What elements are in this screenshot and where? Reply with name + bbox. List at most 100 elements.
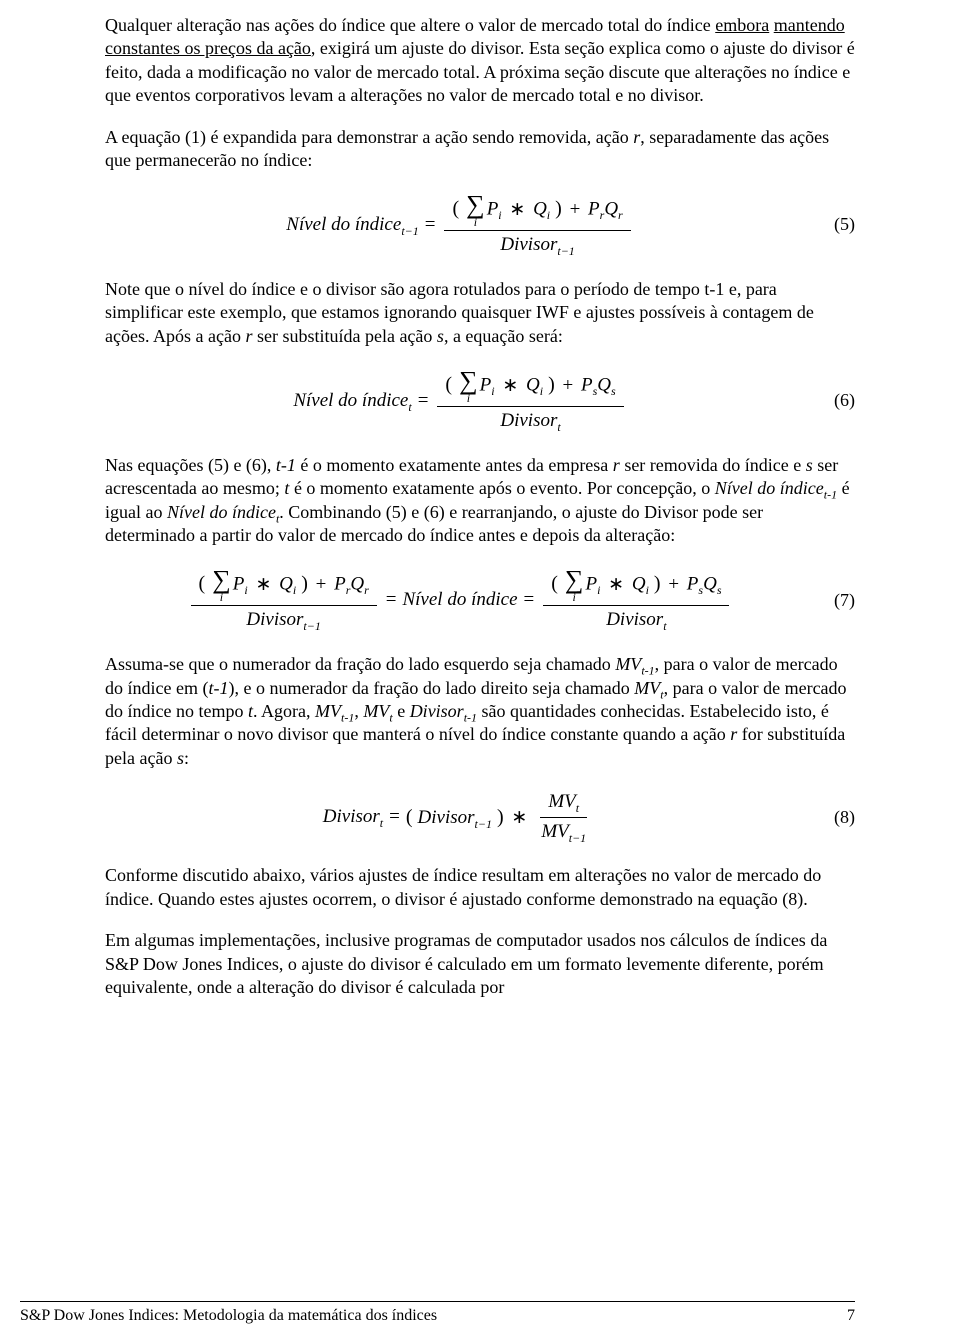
var-t-1: t-1 <box>276 455 296 475</box>
var-s: s <box>806 455 813 475</box>
equation-5-row: Nível do índicet−1 = ( ∑iPi ∗ Qi ) + PrQ… <box>105 190 855 260</box>
var-MV: MV <box>541 821 568 842</box>
eq6-lhs: Nível do índice <box>293 390 408 411</box>
var-Divisor: Divisor <box>418 807 475 828</box>
text: Qualquer alteração nas ações do índice q… <box>105 15 715 35</box>
eq8-lhs: Divisor <box>323 806 380 827</box>
sub-t-1: t−1 <box>475 817 492 831</box>
paragraph-5: Assuma-se que o numerador da fração do l… <box>105 653 855 770</box>
page: Qualquer alteração nas ações do índice q… <box>0 0 960 1335</box>
sub-t-1: t−1 <box>303 619 320 633</box>
equation-7: ( ∑iPi ∗ Qi ) + PrQr Divisort−1 = Nível … <box>188 565 733 635</box>
nivel-do-indice: Nível do índice <box>167 502 276 522</box>
times-op: ∗ <box>251 574 276 595</box>
text: : <box>184 748 189 768</box>
plus-op: + <box>311 574 331 595</box>
eq7-left-fraction: ( ∑iPi ∗ Qi ) + PrQr Divisort−1 <box>191 565 377 635</box>
var-P: P <box>480 375 492 396</box>
eq7-right-fraction: ( ∑iPi ∗ Qi ) + PsQs Divisort <box>543 565 729 635</box>
plus-op: + <box>558 375 578 396</box>
var-P: P <box>585 574 597 595</box>
text: ), e o numerador da fração do lado direi… <box>228 678 634 698</box>
var-Pr: P <box>588 199 600 220</box>
sigma-icon: ∑i <box>565 567 584 603</box>
var-Qs: Q <box>703 574 717 595</box>
sub-i: i <box>244 584 247 598</box>
eq7-mid: Nível do índice <box>402 588 517 613</box>
text: , <box>354 701 363 721</box>
var-MV: MV <box>548 791 575 812</box>
footer-text: S&P Dow Jones Indices: Metodologia da ma… <box>20 1306 437 1327</box>
text: , a equação será: <box>444 326 563 346</box>
plus-op: + <box>664 574 684 595</box>
var-P: P <box>487 199 499 220</box>
open-paren: ( <box>452 198 464 220</box>
equals-sign: = <box>418 389 429 414</box>
sub-i: i <box>491 384 494 398</box>
text: e <box>393 701 410 721</box>
text: Assuma-se que o numerador da fração do l… <box>105 654 615 674</box>
times-op: ∗ <box>603 574 628 595</box>
var-r: r <box>613 455 620 475</box>
paragraph-6: Conforme discutido abaixo, vários ajuste… <box>105 864 855 911</box>
var-Q: Q <box>533 199 547 220</box>
sub-t-1: t-1 <box>641 664 654 678</box>
sub-r: r <box>364 584 369 598</box>
text: A equação (1) é expandida para demonstra… <box>105 127 633 147</box>
var-t-1: t-1 <box>208 678 228 698</box>
var-s: s <box>437 326 444 346</box>
equals-sign: = <box>389 805 400 830</box>
open-paren: ( <box>406 806 418 828</box>
sub-t-1: t-1 <box>464 711 477 725</box>
times-op: ∗ <box>505 199 530 220</box>
var-Ps: P <box>581 375 593 396</box>
var-MV: MV <box>615 654 641 674</box>
sigma-icon: ∑i <box>466 192 485 228</box>
text: é o momento exatamente antes da empresa <box>296 455 613 475</box>
text: . Agora, <box>253 701 315 721</box>
plus-op: + <box>565 199 585 220</box>
equals-sign: = <box>524 588 535 613</box>
text: Nas equações (5) e (6), <box>105 455 276 475</box>
var-Q: Q <box>279 574 293 595</box>
equation-number-8: (8) <box>815 806 855 829</box>
equation-5: Nível do índicet−1 = ( ∑iPi ∗ Qi ) + PrQ… <box>286 190 633 260</box>
paragraph-2: A equação (1) é expandida para demonstra… <box>105 126 855 173</box>
close-paren: ) <box>649 573 661 595</box>
close-paren: ) <box>543 374 555 396</box>
var-Q: Q <box>526 375 540 396</box>
text: ser substituída pela ação <box>252 326 436 346</box>
sub-s: s <box>611 384 616 398</box>
open-paren: ( <box>199 573 211 595</box>
equation-6-row: Nível do índicet = ( ∑iPi ∗ Qi ) + PsQs … <box>105 366 855 436</box>
sub-t-1: t−1 <box>569 831 586 845</box>
equation-8: Divisort = ( Divisort−1 ) ∗ MVt MVt−1 <box>323 788 597 846</box>
eq7-right-den: Divisor <box>606 609 663 630</box>
var-Q: Q <box>632 574 646 595</box>
sub-t: t <box>576 801 579 815</box>
text-underlined: embora <box>715 15 769 35</box>
close-paren: ) <box>550 198 562 220</box>
equals-sign: = <box>386 588 397 613</box>
sub-t: t <box>380 816 383 830</box>
sub-i: i <box>498 209 501 223</box>
equation-number-7: (7) <box>815 589 855 612</box>
text: ser removida do índice e <box>620 455 806 475</box>
paragraph-7: Em algumas implementações, inclusive pro… <box>105 929 855 999</box>
sigma-icon: ∑i <box>212 567 231 603</box>
var-s: s <box>177 748 184 768</box>
times-op: ∗ <box>498 375 523 396</box>
var-MV: MV <box>363 701 389 721</box>
paragraph-4: Nas equações (5) e (6), t-1 é o momento … <box>105 454 855 548</box>
sub-t-1: t-1 <box>824 488 837 502</box>
eq5-lhs-sub: t−1 <box>401 224 418 238</box>
text: é o momento exatamente após o evento. Po… <box>289 478 714 498</box>
open-paren: ( <box>445 374 457 396</box>
eq6-den: Divisor <box>500 410 557 431</box>
var-MV: MV <box>315 701 341 721</box>
eq8-fraction: MVt MVt−1 <box>533 788 594 846</box>
equation-6: Nível do índicet = ( ∑iPi ∗ Qi ) + PsQs … <box>293 366 626 436</box>
nivel-do-indice: Nível do índice <box>715 478 824 498</box>
page-footer: S&P Dow Jones Indices: Metodologia da ma… <box>0 1301 960 1327</box>
sub-t-1: t-1 <box>341 711 354 725</box>
